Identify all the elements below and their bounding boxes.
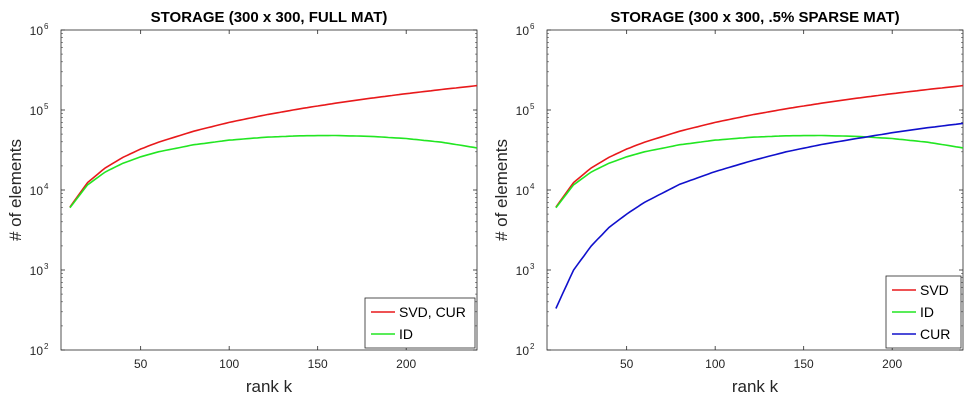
y-tick-base: 10 [516, 24, 530, 38]
y-tick-label: 10 [30, 104, 44, 118]
plot-area [60, 29, 478, 351]
series-line-svd [555, 84, 963, 208]
legend-label: ID [399, 326, 413, 342]
legend-label: ID [920, 304, 934, 320]
y-tick-base: 10 [30, 104, 44, 118]
legend: SVD, CUR ID [364, 297, 476, 349]
chart-title: STORAGE (300 x 300, .5% SPARSE MAT) [610, 9, 899, 26]
y-tick-exponent: 5 [530, 102, 535, 111]
y-tick-exponent: 3 [44, 262, 49, 271]
legend-box [364, 297, 476, 349]
y-tick-label: 10 [30, 344, 44, 358]
series-line-id [555, 134, 963, 209]
y-tick-base: 10 [30, 184, 44, 198]
x-tick-label: 50 [620, 357, 634, 371]
y-tick-label: 10 [30, 24, 44, 38]
y-tick-label: 10 [516, 264, 530, 278]
y-tick-label: 10 [30, 184, 44, 198]
legend: SVD ID CUR [885, 275, 962, 349]
y-tick-label: 10 [516, 184, 530, 198]
x-tick-label: 50 [134, 357, 148, 371]
x-tick-label: 100 [705, 357, 725, 371]
series-line-cur [555, 122, 963, 309]
y-tick-base: 10 [30, 24, 44, 38]
y-tick-base: 10 [516, 344, 530, 358]
y-axis-label: # of elements [6, 139, 25, 241]
y-tick-exponent: 2 [44, 342, 49, 351]
x-tick-label: 200 [396, 357, 416, 371]
y-tick-exponent: 3 [530, 262, 535, 271]
chart-title: STORAGE (300 x 300, FULL MAT) [151, 9, 388, 26]
legend-label: CUR [920, 326, 950, 342]
y-tick-exponent: 6 [44, 22, 49, 31]
y-tick-base: 10 [30, 344, 44, 358]
y-tick-exponent: 2 [530, 342, 535, 351]
y-axis-label: # of elements [492, 139, 511, 241]
series-line-id [69, 134, 477, 209]
x-tick-label: 150 [794, 357, 814, 371]
x-axis-label: rank k [246, 377, 293, 396]
y-tick-exponent: 4 [530, 182, 535, 191]
y-tick-exponent: 5 [44, 102, 49, 111]
y-tick-base: 10 [516, 264, 530, 278]
series-line-svd-cur [69, 84, 477, 208]
y-tick-label: 10 [30, 264, 44, 278]
y-tick-base: 10 [516, 104, 530, 118]
y-tick-exponent: 4 [44, 182, 49, 191]
y-tick-exponent: 6 [530, 22, 535, 31]
y-tick-base: 10 [30, 264, 44, 278]
y-tick-label: 10 [516, 104, 530, 118]
y-tick-label: 10 [516, 24, 530, 38]
x-tick-label: 100 [219, 357, 239, 371]
x-tick-label: 200 [882, 357, 902, 371]
y-tick-base: 10 [516, 184, 530, 198]
y-tick-label: 10 [516, 344, 530, 358]
legend-label: SVD, CUR [399, 304, 466, 320]
x-axis-label: rank k [732, 377, 779, 396]
x-tick-label: 150 [308, 357, 328, 371]
legend-label: SVD [920, 282, 949, 298]
